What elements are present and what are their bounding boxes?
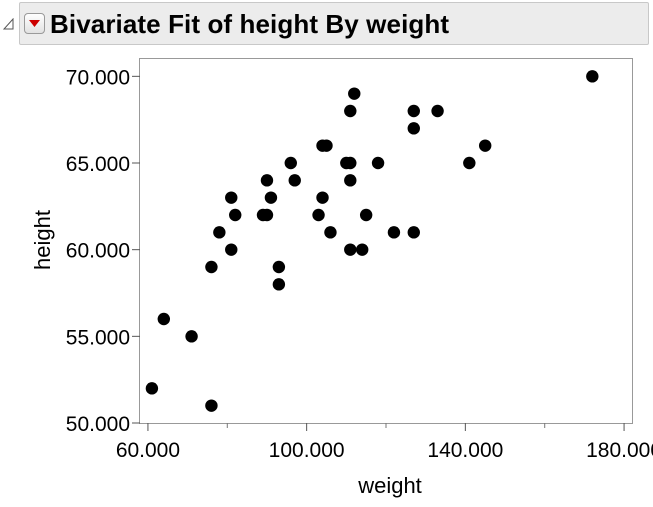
x-axis-label: weight (357, 473, 422, 498)
data-point[interactable] (260, 208, 274, 222)
data-point[interactable] (463, 156, 476, 170)
data-point[interactable] (359, 208, 373, 222)
red-triangle-menu-button[interactable] (24, 13, 45, 34)
data-point[interactable] (312, 208, 325, 222)
data-point[interactable] (260, 174, 274, 187)
data-point[interactable] (225, 243, 238, 256)
plot-frame (139, 58, 633, 424)
data-point[interactable] (586, 70, 599, 83)
x-tick-label: 140.000 (427, 439, 503, 462)
data-point[interactable] (407, 122, 420, 135)
data-point[interactable] (157, 312, 171, 326)
data-point[interactable] (344, 104, 357, 118)
data-point[interactable] (355, 243, 369, 256)
red-triangle-menu-icon (29, 20, 40, 27)
y-tick-label: 55.000 (66, 326, 130, 349)
data-point[interactable] (185, 330, 198, 343)
data-point[interactable] (324, 226, 337, 239)
data-point[interactable] (205, 399, 218, 412)
data-point[interactable] (348, 87, 361, 100)
data-point[interactable] (344, 174, 357, 187)
data-point[interactable] (478, 139, 492, 152)
x-axis: 60.000 100.000 140.000 180.000 (116, 423, 653, 462)
data-point[interactable] (272, 260, 286, 274)
data-point[interactable] (225, 191, 238, 204)
data-point[interactable] (288, 174, 301, 187)
data-point[interactable] (407, 226, 420, 239)
data-point[interactable] (205, 260, 218, 274)
data-point[interactable] (431, 104, 444, 118)
y-tick-label: 60.000 (66, 240, 130, 263)
x-tick-label: 180.000 (586, 439, 653, 462)
data-point[interactable] (407, 104, 420, 118)
y-axis-label: height (30, 210, 55, 270)
title-box: Bivariate Fit of height By weight (19, 2, 649, 45)
data-point[interactable] (344, 156, 357, 170)
x-tick-label: 60.000 (116, 439, 180, 462)
data-point[interactable] (264, 191, 278, 204)
data-point[interactable] (145, 382, 159, 395)
data-point[interactable] (284, 156, 297, 170)
y-tick-label: 70.000 (66, 66, 130, 89)
data-point[interactable] (316, 191, 329, 204)
data-point[interactable] (320, 139, 333, 152)
report-title-bar: Bivariate Fit of height By weight (0, 0, 653, 48)
data-point[interactable] (272, 278, 286, 291)
data-point[interactable] (371, 156, 385, 170)
data-point[interactable] (229, 208, 242, 222)
y-axis: 50.000 55.000 60.000 65.000 70.000 (66, 66, 140, 436)
y-tick-label: 65.000 (66, 153, 130, 176)
data-point[interactable] (387, 226, 401, 239)
disclosure-triangle-icon[interactable] (3, 18, 15, 30)
x-tick-label: 100.000 (269, 439, 345, 462)
data-point[interactable] (213, 226, 226, 239)
y-tick-label: 50.000 (66, 413, 130, 436)
data-point[interactable] (344, 243, 357, 256)
report-title: Bivariate Fit of height By weight (50, 9, 450, 39)
data-points (145, 70, 599, 412)
